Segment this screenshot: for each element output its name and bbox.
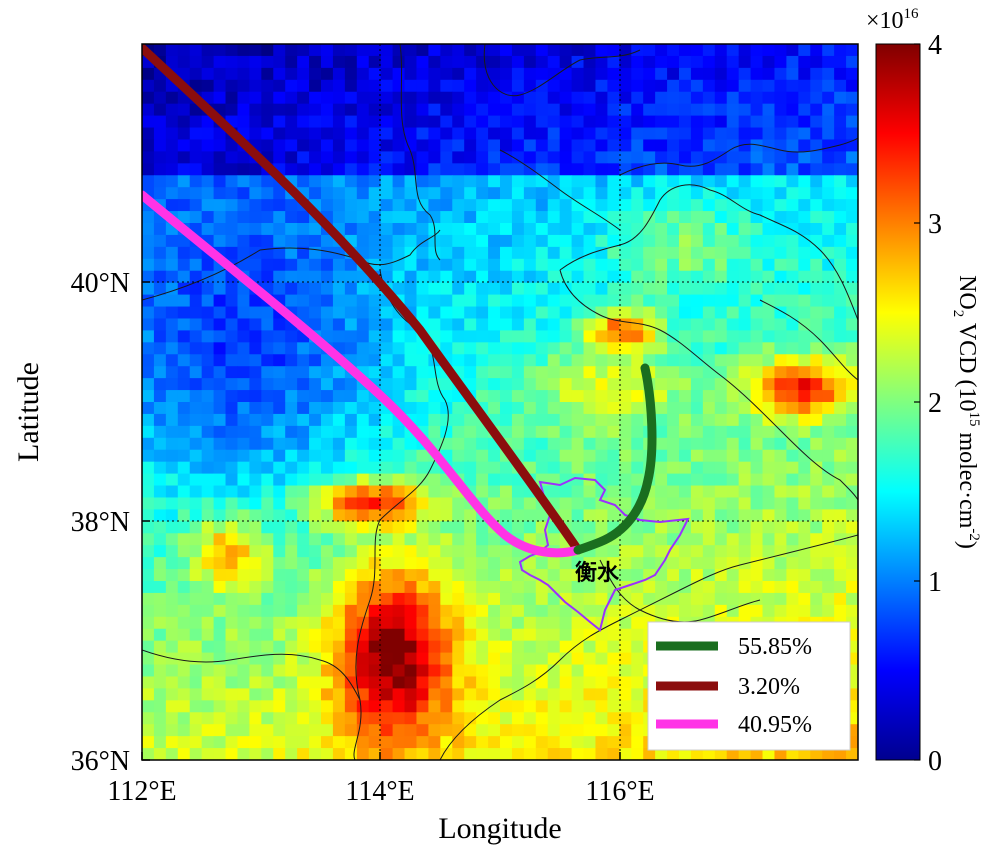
y-tick-38: 38°N xyxy=(71,507,130,538)
trajectory-magenta xyxy=(142,190,583,558)
legend-label-darkred: 3.20% xyxy=(738,674,800,700)
legend-label-green: 55.85% xyxy=(738,634,812,660)
colorbar-tick-3: 3 xyxy=(928,209,942,240)
hengshui-boundary xyxy=(518,476,690,632)
no2-heatmap xyxy=(142,44,858,760)
y-axis-label: Latitude xyxy=(12,362,45,462)
colorbar xyxy=(875,43,921,761)
colorbar-exponent: ×1016 xyxy=(866,6,919,34)
y-tick-40: 40°N xyxy=(71,268,130,299)
x-tick-114: 114°E xyxy=(345,776,414,807)
x-axis-label: Longitude xyxy=(438,812,561,845)
y-tick-36: 36°N xyxy=(71,746,130,777)
trajectory-darkred xyxy=(142,44,583,555)
trajectory-green xyxy=(573,363,657,555)
city-label-hengshui: 衡水 xyxy=(575,560,620,586)
colorbar-tick-0: 0 xyxy=(928,746,942,777)
x-tick-116: 116°E xyxy=(585,776,654,807)
colorbar-tick-2: 2 xyxy=(928,388,942,419)
legend: 55.85% 3.20% 40.95% xyxy=(647,621,851,751)
map-frame xyxy=(141,43,859,761)
x-tick-112: 112°E xyxy=(107,776,176,807)
colorbar-tick-4: 4 xyxy=(928,30,942,61)
colorbar-label: NO2 VCD (1015 molec·cm-2) xyxy=(950,275,982,549)
colorbar-ticks xyxy=(914,43,920,761)
legend-label-magenta: 40.95% xyxy=(738,712,812,738)
graticule xyxy=(142,44,858,760)
tick-marks xyxy=(141,281,621,761)
colorbar-tick-1: 1 xyxy=(928,567,942,598)
province-borders xyxy=(142,44,858,760)
